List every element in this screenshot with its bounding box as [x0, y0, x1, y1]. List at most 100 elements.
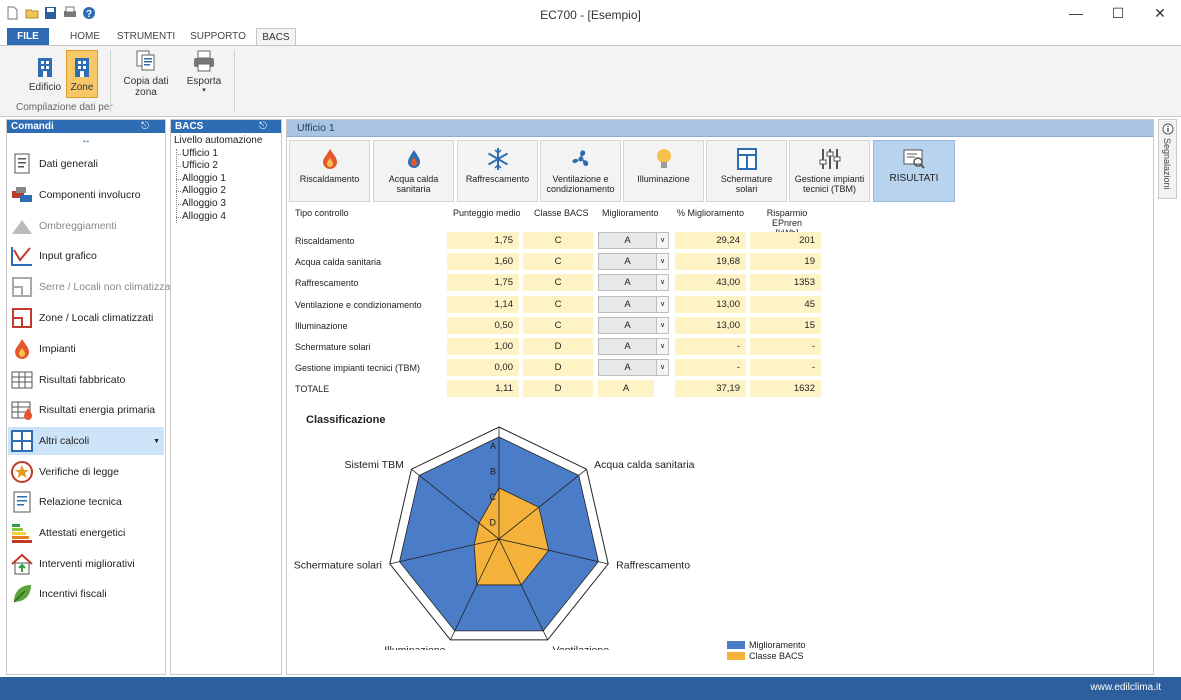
perc-cell: 29,24 — [675, 232, 746, 249]
miglioramento-select[interactable]: A ∨ — [598, 232, 669, 249]
cmd-incentivi-fiscali[interactable]: Incentivi fiscali — [8, 580, 164, 608]
bacs-panel-header: BACS ⎋ — [171, 120, 281, 133]
tree-root[interactable]: Livello automazione — [174, 135, 263, 146]
edificio-button[interactable]: Edificio — [25, 52, 65, 98]
tab-raffrescamento[interactable]: Raffrescamento — [457, 140, 538, 202]
flame-icon — [10, 337, 34, 361]
help-icon[interactable]: ? — [82, 6, 95, 20]
cmd-relazione-tecnica[interactable]: Relazione tecnica — [8, 488, 164, 516]
minimize-button[interactable]: — — [1069, 5, 1083, 21]
chevron-down-icon[interactable]: ∨ — [656, 297, 668, 312]
classe-cell: C — [523, 296, 593, 313]
tree-item-alloggio-3[interactable]: Alloggio 3 — [174, 198, 281, 211]
tree-item-alloggio-1[interactable]: Alloggio 1 — [174, 173, 281, 186]
punteggio-cell: 0,50 — [447, 317, 519, 334]
commands-panel-header: Comandi ⎋ — [7, 120, 165, 133]
tab-riscaldamento[interactable]: Riscaldamento — [289, 140, 370, 202]
tab-file[interactable]: FILE — [7, 28, 49, 46]
ribbon-separator-2 — [234, 50, 235, 112]
miglioramento-select[interactable]: A ∨ — [598, 338, 669, 355]
tab-risultati[interactable]: RISULTATI — [873, 140, 955, 202]
classe-cell: C — [523, 317, 593, 334]
miglioramento-select[interactable]: A ∨ — [598, 253, 669, 270]
cmd-risultati-energia[interactable]: Risultati energia primaria — [8, 396, 164, 424]
house-improve-icon — [10, 552, 34, 576]
miglioramento-select[interactable]: A ∨ — [598, 317, 669, 334]
radar-spoke — [411, 468, 500, 540]
cmd-input-grafico[interactable]: Input grafico — [8, 242, 164, 270]
tree-item-ufficio-2[interactable]: Ufficio 2 — [174, 160, 281, 173]
miglioramento-select[interactable]: A ∨ — [598, 359, 669, 376]
miglioramento-value: A — [624, 256, 631, 267]
header-miglioramento: Miglioramento — [602, 208, 659, 218]
header-perc-miglioramento: % Miglioramento — [677, 208, 745, 218]
chart-legend: Miglioramento Classe BACS — [727, 639, 806, 661]
tab-home[interactable]: HOME — [70, 31, 100, 42]
tab-acqua-calda[interactable]: Acqua calda sanitaria — [373, 140, 454, 202]
expand-collapse-icon[interactable]: ↔ — [81, 135, 91, 146]
esporta-button[interactable]: Esporta ▾ — [184, 49, 224, 105]
cmd-impianti[interactable]: Impianti — [8, 335, 164, 363]
cmd-attestati-energetici[interactable]: Attestati energetici — [8, 519, 164, 547]
copia-dati-zona-button[interactable]: Copia dati zona — [120, 49, 172, 105]
energy-label-icon — [10, 521, 34, 545]
chevron-down-icon: ▼ — [153, 437, 160, 445]
tab-gestione-tbm[interactable]: Gestione impianti tecnici (TBM) — [789, 140, 870, 202]
perc-cell: - — [675, 338, 746, 355]
cmd-dati-generali[interactable]: Dati generali — [8, 150, 164, 178]
cmd-interventi-migliorativi[interactable]: Interventi migliorativi — [8, 550, 164, 578]
perc-cell: 43,00 — [675, 274, 746, 291]
cmd-verifiche-legge[interactable]: Verifiche di legge — [8, 458, 164, 486]
chevron-down-icon[interactable]: ∨ — [656, 275, 668, 290]
cmd-serre-locali[interactable]: Serre / Locali non climatizzati — [8, 273, 176, 301]
tab-strumenti[interactable]: STRUMENTI — [116, 31, 176, 42]
tab-bacs[interactable]: BACS — [256, 28, 296, 46]
open-folder-icon[interactable] — [25, 6, 39, 20]
risparmio-cell: - — [750, 338, 821, 355]
chevron-down-icon[interactable]: ∨ — [656, 254, 668, 269]
chevron-down-icon[interactable]: ∨ — [656, 318, 668, 333]
zone-button[interactable]: Zone — [66, 50, 98, 98]
flame-icon — [317, 146, 343, 172]
new-file-icon[interactable] — [6, 6, 19, 20]
tab-ventilazione[interactable]: Ventilazione e condizionamento — [540, 140, 621, 202]
tree-item-alloggio-4[interactable]: Alloggio 4 — [174, 211, 281, 224]
cmd-ombreggiamenti[interactable]: Ombreggiamenti — [8, 212, 164, 240]
svg-text:?: ? — [86, 9, 92, 20]
segnalazioni-tab[interactable]: Segnalazioni — [1158, 119, 1177, 199]
perc-cell: - — [675, 359, 746, 376]
row-label: Gestione impianti tecnici (TBM) — [295, 363, 421, 373]
close-button[interactable]: ✕ — [1154, 5, 1166, 21]
chevron-down-icon[interactable]: ∨ — [656, 360, 668, 375]
miglioramento-value: A — [624, 277, 631, 288]
main-panel-header: Ufficio 1 — [287, 120, 1153, 137]
cmd-risultati-fabbricato[interactable]: Risultati fabbricato — [8, 366, 164, 394]
pin-icon[interactable]: ⎋ — [141, 121, 149, 132]
cmd-altri-calcoli[interactable]: Altri calcoli ▼ — [8, 427, 164, 455]
main-panel: Ufficio 1 Riscaldamento Acqua calda sani… — [286, 119, 1154, 675]
tab-supporto[interactable]: SUPPORTO — [190, 31, 246, 42]
print-icon[interactable] — [63, 6, 76, 20]
radar-spoke — [498, 538, 548, 641]
radar-axis-label: Schermature solari — [294, 559, 382, 571]
save-icon[interactable] — [44, 6, 57, 20]
tree-item-alloggio-2[interactable]: Alloggio 2 — [174, 185, 281, 198]
miglioramento-select[interactable]: A ∨ — [598, 296, 669, 313]
miglioramento-value: A — [624, 341, 631, 352]
chevron-down-icon[interactable]: ∨ — [656, 339, 668, 354]
chevron-down-icon[interactable]: ∨ — [656, 233, 668, 248]
cmd-componenti-involucro[interactable]: Componenti involucro — [8, 181, 164, 209]
risparmio-cell: 45 — [750, 296, 821, 313]
radar-scale-label: C — [490, 492, 497, 502]
radar-scale-label: A — [490, 441, 496, 451]
miglioramento-select[interactable]: A ∨ — [598, 274, 669, 291]
website-link[interactable]: www.edilclima.it — [1090, 682, 1161, 693]
classe-cell: D — [523, 380, 593, 397]
tab-illuminazione[interactable]: Illuminazione — [623, 140, 704, 202]
cmd-zone-locali[interactable]: Zone / Locali climatizzati — [8, 304, 164, 332]
pin-icon[interactable]: ⎋ — [259, 121, 267, 132]
maximize-button[interactable]: ☐ — [1111, 5, 1125, 21]
chart-title: Classificazione — [306, 414, 386, 426]
tab-schermature[interactable]: Schermature solari — [706, 140, 787, 202]
tree-item-ufficio-1[interactable]: Ufficio 1 — [174, 148, 281, 161]
